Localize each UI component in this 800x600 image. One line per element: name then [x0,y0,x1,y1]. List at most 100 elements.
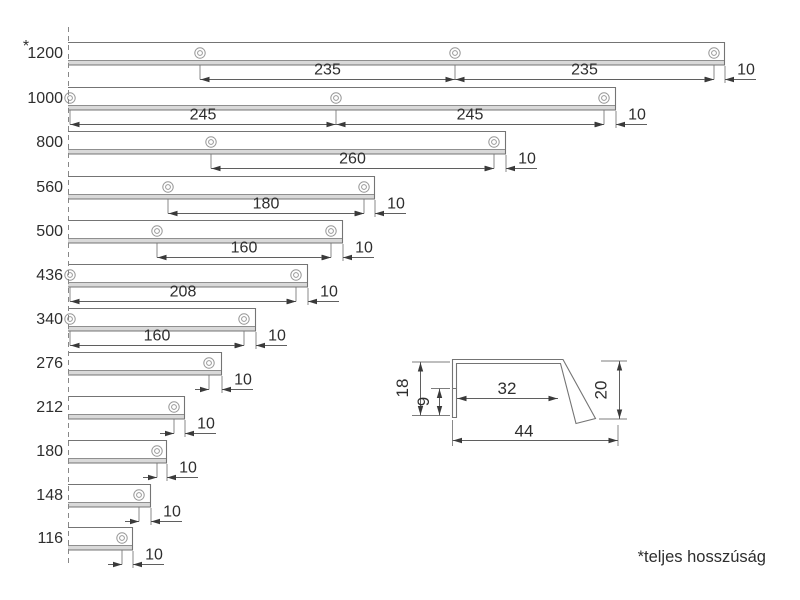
dim-arrowhead [445,76,455,83]
profile-bar-body [68,440,167,463]
dimension-end-offset: 10 [143,460,198,481]
screw-inner-circle [333,95,339,101]
dim-arrowhead [417,406,424,415]
dim-arrowhead [725,76,734,83]
screw-outer-circle [290,269,302,281]
dimension-end-offset: 10 [350,196,406,217]
screw-outer-circle [116,532,128,544]
dimension-label: 180 [253,196,280,213]
dim-arrowhead [417,362,424,372]
asterisk-note-marker: * [23,38,29,55]
dimension-span: 180 [168,196,364,217]
screw-inner-circle [206,360,212,366]
dim-arrowhead [235,342,244,349]
dimension-label: 160 [231,240,258,257]
dimension-label: 235 [571,62,598,79]
dimension-end-offset: 10 [230,328,287,349]
profile-row-436: 208 10 436 [36,263,339,305]
screw-hole-icon [330,92,342,104]
profile-bar-band [68,414,185,419]
dim-arrowhead [287,298,296,305]
profile-bar-outline [68,41,726,66]
dimension-end-offset: 10 [160,416,216,437]
screw-inner-circle [67,95,73,101]
dimension-label: 10 [737,62,755,79]
profile-bar-body [68,352,222,375]
cross-section-dimension: 44 [452,420,619,446]
screw-hole-icon [168,401,180,413]
cross-section-dimension: 32 [457,379,558,402]
dimension-label: 245 [190,107,217,124]
dim-arrowhead [113,561,122,568]
dimension-label: 10 [179,460,197,477]
screw-hole-icon [238,313,250,325]
dim-arrowhead [608,437,618,444]
screw-hole-icon [708,47,720,59]
length-label: 180 [36,443,63,460]
screw-inner-circle [119,535,125,541]
dimension-label: 9 [414,397,433,406]
screw-outer-circle [168,401,180,413]
dimension-label: 260 [339,151,366,168]
length-label: 276 [36,355,63,372]
cross-section-dimension: 9 [414,388,450,416]
screw-inner-circle [711,50,717,56]
dimension-end-offset: 10 [590,107,647,128]
screw-outer-circle [708,47,720,59]
dim-arrowhead [453,437,462,444]
cross-section: 189 32 20 44 [393,358,627,446]
screw-hole-icon [64,269,76,281]
screw-inner-circle [491,139,497,145]
screw-inner-circle [208,139,214,145]
profile-bar-band [68,502,151,507]
dim-arrowhead [616,409,623,419]
dimension-label: 160 [144,328,171,345]
dimension-label: 10 [320,284,338,301]
screw-hole-icon [358,181,370,193]
dimension-span: 245 [70,107,336,128]
screw-outer-circle [151,225,163,237]
cross-section-dimension: 18 [393,361,450,416]
dimension-label: 10 [355,240,373,257]
profile-bar-band [68,545,133,550]
profile-bar-band [68,282,308,287]
profile-bar-outline [68,483,152,508]
dim-arrowhead [616,121,625,128]
dim-arrowhead [616,361,623,371]
profile-bar-band [68,60,725,65]
dimension-label: 10 [518,151,536,168]
length-label: 148 [36,487,63,504]
screw-hole-icon [64,313,76,325]
dimension-label: 20 [592,381,611,400]
dim-arrowhead [148,474,157,481]
dim-arrowhead [485,165,494,172]
dim-arrowhead [70,342,80,349]
footnote: *teljes hosszúság [637,548,766,566]
screw-inner-circle [197,50,203,56]
dimension-label: 10 [387,196,405,213]
length-label: 436 [36,267,63,284]
dimension-span: 208 [70,284,296,305]
screw-outer-circle [449,47,461,59]
profile-bar-outline [68,307,257,332]
screw-hole-icon [151,225,163,237]
screw-hole-icon [290,269,302,281]
dim-arrowhead [256,342,265,349]
screw-inner-circle [136,492,142,498]
profile-row-1200: 235 235 10 1200* [23,38,756,83]
profile-bar-outline [68,86,617,111]
length-label: 340 [36,311,63,328]
screw-outer-circle [151,445,163,457]
screw-hole-icon [133,489,145,501]
length-label: 1000 [27,90,63,107]
dimension-end-offset: 10 [282,284,339,305]
screw-outer-circle [358,181,370,193]
length-label: 212 [36,399,63,416]
length-label: 560 [36,179,63,196]
screw-outer-circle [598,92,610,104]
dim-arrowhead [308,298,317,305]
profile-row-500: 160 10 500 [36,219,374,261]
profile-row-116: 10 116 [37,526,164,568]
